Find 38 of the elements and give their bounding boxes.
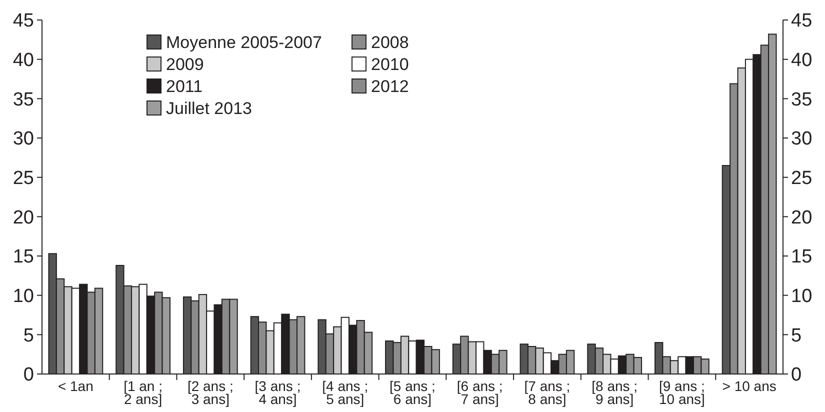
y-tick-label: 0 <box>23 364 34 386</box>
y-tick-label: 30 <box>12 128 34 150</box>
x-tick-label: [3 ans ; 4 ans] <box>254 378 301 407</box>
x-tick-label: [8 ans ; 9 ans] <box>592 378 638 407</box>
y-tick-label: 45 <box>12 10 34 32</box>
y2-tick-label: 10 <box>791 286 812 307</box>
x-tick-label: [2 ans ; 3 ans] <box>187 378 234 407</box>
y-tick-label: 25 <box>12 168 34 189</box>
y-tick-label: 10 <box>12 286 34 307</box>
y-tick-label: 5 <box>23 325 34 346</box>
y2-tick-label: 30 <box>791 128 812 150</box>
legend-label: 2012 <box>371 76 409 96</box>
y2-tick-label: 0 <box>791 364 802 386</box>
legend-label: Juillet 2013 <box>166 98 252 118</box>
legend-label: Moyenne 2005-2007 <box>166 32 322 52</box>
y2-tick-label: 35 <box>791 89 812 110</box>
x-tick-label: [1 an ; 2 ans] <box>124 378 163 407</box>
legend-label: 2010 <box>371 54 409 74</box>
x-tick-label: > 10 ans <box>722 378 776 394</box>
y-tick-label: 20 <box>12 207 34 228</box>
y-tick-label: 40 <box>12 50 34 71</box>
y-tick-label: 35 <box>12 89 34 110</box>
y2-tick-label: 15 <box>791 246 812 268</box>
legend-label: 2008 <box>371 32 409 52</box>
x-tick-label: [7 ans ; 8 ans] <box>524 378 570 407</box>
legend-label: 2009 <box>166 54 204 74</box>
x-tick-label: [9 ans ; 10 ans] <box>658 378 705 407</box>
y-tick-label: 15 <box>12 246 34 268</box>
y2-tick-label: 45 <box>791 10 812 32</box>
x-tick-label: [4 ans ; 5 ans] <box>322 378 368 407</box>
x-tick-label: < 1an <box>58 378 94 394</box>
y2-tick-label: 25 <box>791 168 812 189</box>
y2-tick-label: 20 <box>791 207 812 228</box>
y2-tick-label: 40 <box>791 50 812 71</box>
y2-tick-label: 5 <box>791 325 802 346</box>
legend-label: 2011 <box>166 76 203 96</box>
x-tick-label: [6 ans ; 7 ans] <box>456 378 503 407</box>
x-tick-label: [5 ans ; 6 ans] <box>390 378 436 407</box>
